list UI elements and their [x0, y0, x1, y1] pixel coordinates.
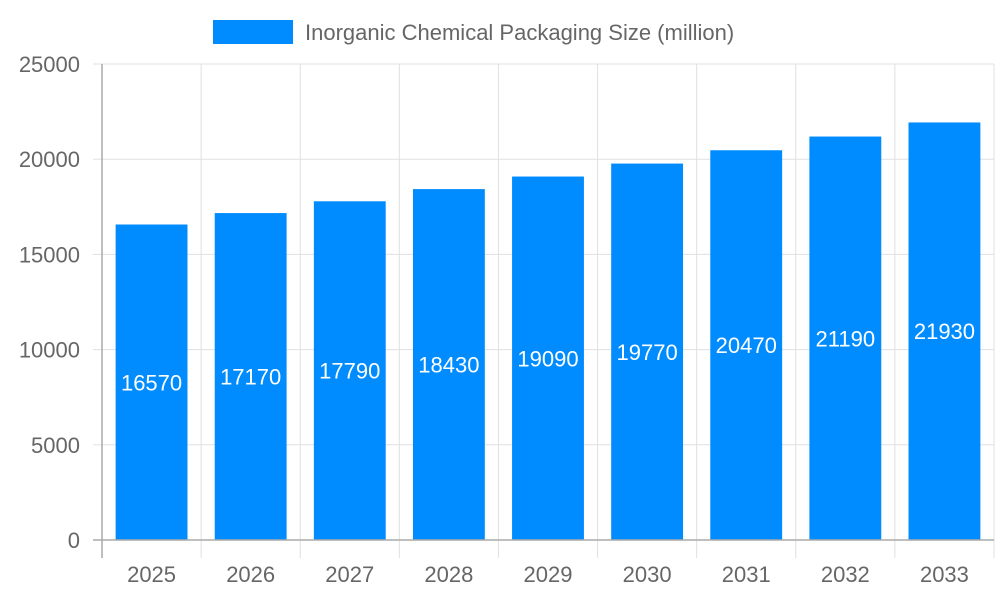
x-tick-label: 2029	[524, 562, 573, 587]
data-label: 18430	[418, 353, 479, 378]
data-label: 19090	[517, 346, 578, 371]
y-tick-label: 5000	[31, 433, 80, 458]
axes: 0 5000 10000 15000 20000 25000 2025 2026 2027 202…	[19, 52, 995, 587]
x-tick-label: 2033	[920, 562, 969, 587]
legend-swatch	[213, 20, 293, 44]
y-tick-label: 10000	[19, 338, 80, 363]
bars: 16570 17170 17790 18430 19090 19770 20470 21190…	[115, 122, 981, 541]
x-tick-label: 2032	[821, 562, 870, 587]
x-tick-label: 2030	[623, 562, 672, 587]
y-tick-label: 15000	[19, 242, 80, 267]
x-tick-label: 2026	[226, 562, 275, 587]
bar	[908, 122, 981, 541]
y-tick-label: 0	[68, 528, 80, 553]
x-tick-label: 2025	[127, 562, 176, 587]
data-label: 17790	[319, 359, 380, 384]
bar	[214, 213, 287, 541]
y-tick-label: 20000	[19, 147, 80, 172]
data-label: 20470	[716, 333, 777, 358]
x-tick-label: 2027	[325, 562, 374, 587]
bar	[611, 163, 684, 540]
data-label: 16570	[121, 370, 182, 395]
x-tick-label: 2031	[722, 562, 771, 587]
data-label: 19770	[617, 340, 678, 365]
data-label: 21930	[914, 319, 975, 344]
y-tick-label: 25000	[19, 52, 80, 77]
legend-label: Inorganic Chemical Packaging Size (milli…	[305, 20, 734, 45]
data-label: 21190	[816, 326, 876, 351]
legend[interactable]: Inorganic Chemical Packaging Size (milli…	[213, 20, 734, 45]
x-tick-label: 2028	[424, 562, 473, 587]
bar	[710, 150, 783, 540]
data-label: 17170	[220, 365, 281, 390]
bar	[412, 189, 485, 540]
bar	[512, 176, 584, 540]
bar	[809, 136, 882, 540]
bar	[115, 224, 188, 540]
bar	[313, 201, 386, 541]
